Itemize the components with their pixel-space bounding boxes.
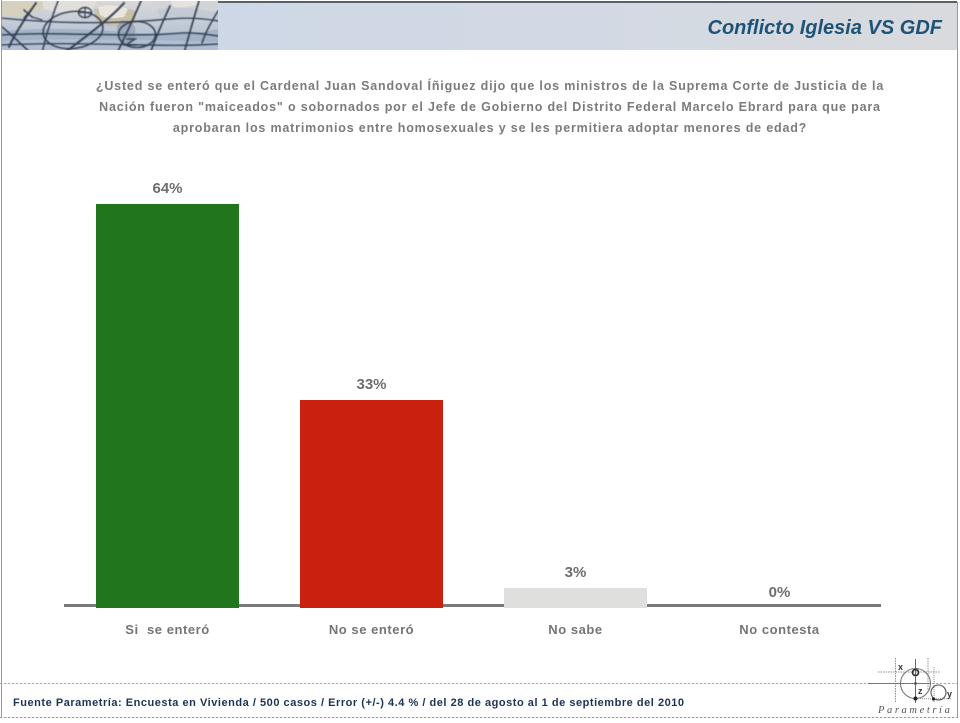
svg-text:y: y xyxy=(947,689,952,699)
svg-text:z: z xyxy=(918,686,923,696)
svg-text:Parametría: Parametría xyxy=(877,705,952,716)
svg-text:x: x xyxy=(898,662,903,672)
